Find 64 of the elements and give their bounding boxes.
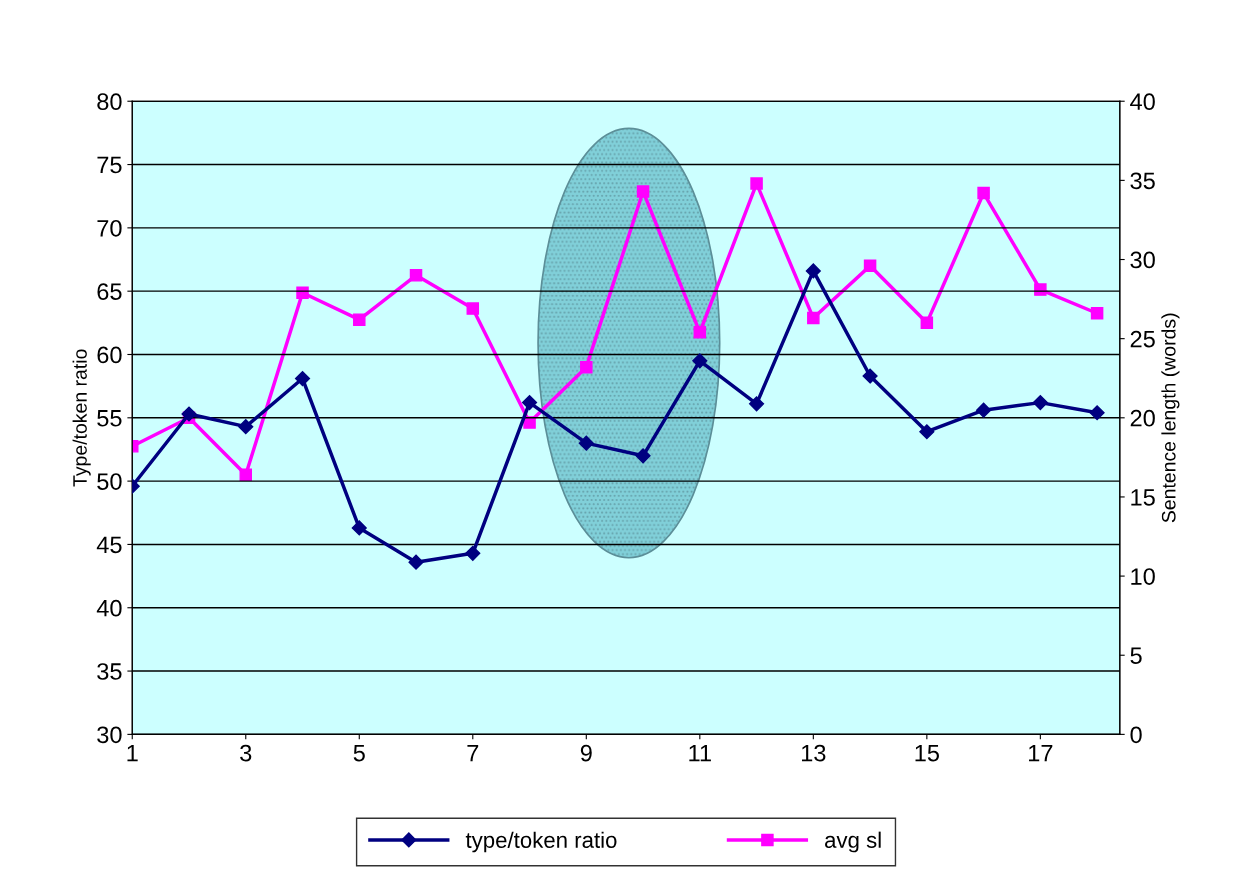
point — [578, 435, 594, 451]
point — [636, 185, 650, 198]
point — [919, 424, 935, 440]
y2-tick-label: 40 — [1130, 93, 1155, 111]
y2-tick-label: 35 — [1130, 172, 1155, 190]
x-tick-label: 17 — [1029, 744, 1053, 762]
x-tick-label: 1 — [127, 744, 138, 762]
y-tick-label: 40 — [96, 599, 122, 617]
point — [807, 311, 820, 325]
point — [523, 416, 536, 429]
point — [750, 177, 763, 190]
y-axis-title: Type/token ratio — [72, 349, 91, 487]
point — [351, 520, 367, 536]
point — [181, 406, 197, 422]
point — [409, 269, 423, 282]
point — [1032, 395, 1048, 411]
y2-tick-label: 5 — [1130, 647, 1142, 665]
point — [977, 186, 990, 200]
y2-tick-label: 25 — [1130, 330, 1155, 348]
y-tick-label: 60 — [97, 346, 122, 364]
point — [692, 353, 708, 369]
point — [635, 448, 651, 464]
y-tick-label: 70 — [97, 219, 122, 237]
point — [465, 545, 481, 561]
point — [1034, 283, 1047, 296]
y2-tick-label: 30 — [1130, 251, 1155, 269]
point — [521, 395, 538, 411]
y-tick-label: 80 — [97, 93, 122, 111]
x-tick-label: 7 — [467, 744, 479, 762]
x-tick-label: 11 — [689, 744, 711, 762]
y-tick-label: 45 — [96, 536, 122, 554]
point — [749, 396, 765, 412]
point — [408, 554, 424, 570]
y2-tick-label: 20 — [1130, 409, 1155, 427]
legend-label: avg sl — [825, 831, 881, 853]
x-tick-label: 13 — [802, 744, 826, 762]
point — [238, 419, 254, 435]
y2-axis-title: Sentence length (words) — [1161, 313, 1180, 523]
x-tick-label: 5 — [353, 744, 365, 762]
x-tick-label: 3 — [240, 744, 252, 762]
point — [1089, 405, 1105, 421]
y2-tick-label: 10 — [1131, 568, 1155, 585]
y-tick-label: 50 — [97, 473, 122, 490]
x-tick-label: 15 — [915, 744, 939, 762]
x-tick-label: 9 — [580, 744, 592, 762]
point — [580, 360, 593, 374]
point — [693, 326, 707, 339]
point — [466, 302, 480, 315]
y-tick-label: 30 — [97, 726, 122, 744]
y-tick-label: 65 — [97, 283, 122, 300]
point — [863, 259, 877, 273]
point — [862, 368, 878, 384]
y-tick-label: 35 — [97, 663, 122, 680]
point — [976, 402, 992, 418]
point — [920, 316, 934, 330]
legend-label: type/token ratio — [465, 831, 617, 853]
point — [805, 263, 821, 279]
y2-tick-label: 15 — [1131, 489, 1155, 506]
y-tick-label: 55 — [97, 410, 122, 427]
point — [1090, 307, 1104, 320]
point — [353, 313, 366, 326]
y-tick-label: 75 — [97, 156, 122, 174]
point — [294, 370, 311, 387]
y2-tick-label: 0 — [1130, 726, 1142, 744]
